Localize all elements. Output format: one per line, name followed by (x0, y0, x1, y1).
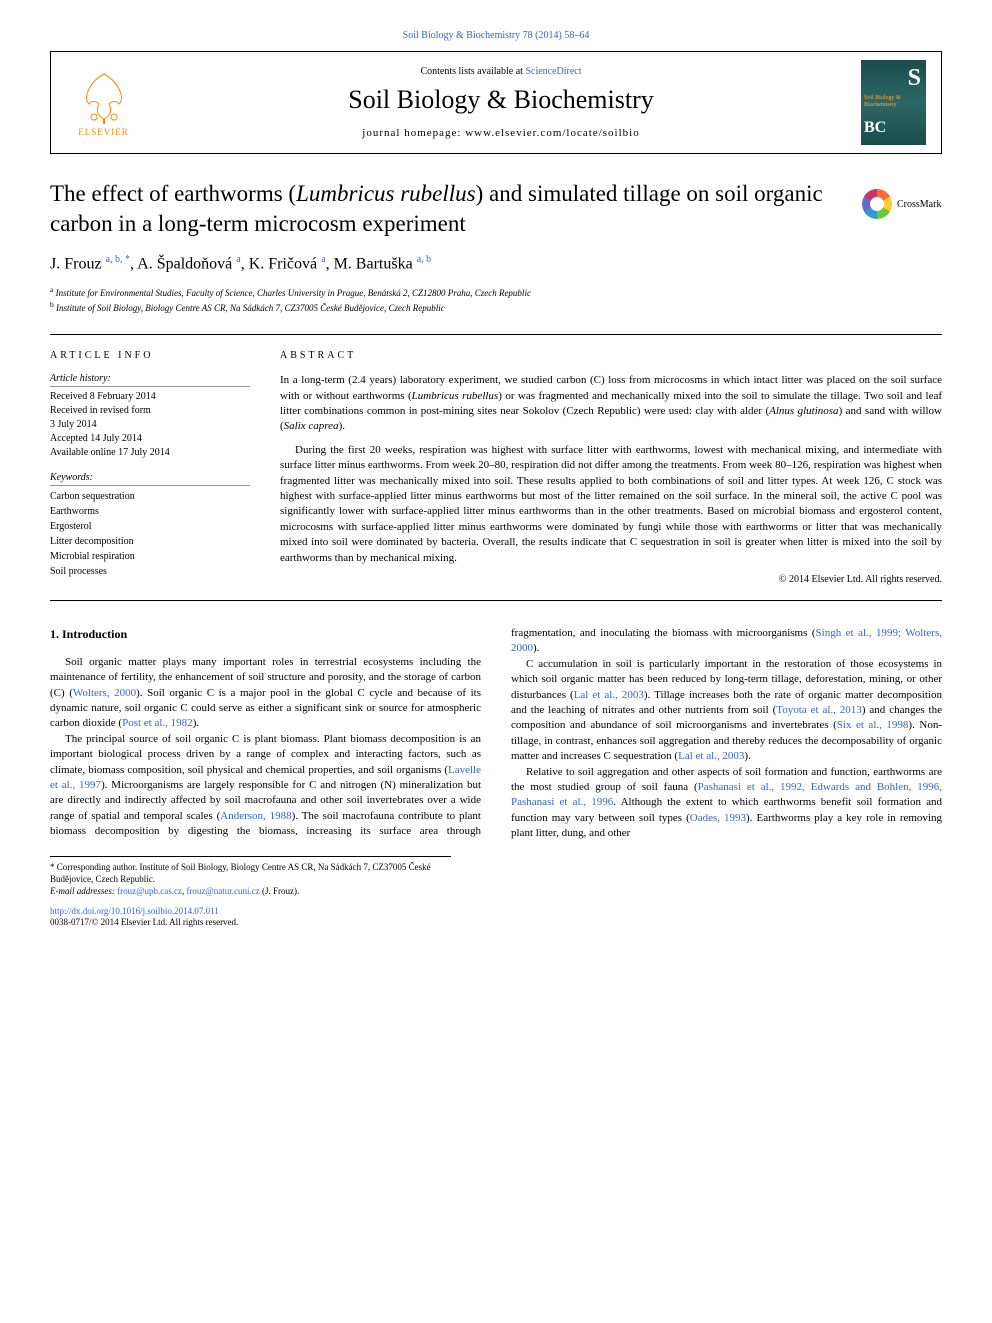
ref-wolters[interactable]: Wolters, 2000 (73, 687, 136, 699)
affiliation-a: Institute for Environmental Studies, Fac… (53, 288, 531, 298)
copyright: © 2014 Elsevier Ltd. All rights reserved… (280, 574, 942, 585)
affiliation-b: Institute of Soil Biology, Biology Centr… (54, 303, 445, 313)
email-label: E-mail addresses: (50, 886, 117, 896)
keywords-label: Keywords: (50, 472, 250, 486)
elsevier-tree-icon (74, 69, 134, 124)
author-2: , A. Špaldoňová (130, 255, 236, 272)
journal-header: ELSEVIER Contents lists available at Sci… (50, 51, 942, 154)
ref-oades[interactable]: Oades, 1993 (690, 812, 746, 824)
divider (50, 334, 942, 335)
history-label: Article history: (50, 373, 250, 387)
title-part1: The effect of earthworms ( (50, 181, 296, 206)
title-species: Lumbricus rubellus (296, 181, 476, 206)
author-4: , M. Bartuška (326, 255, 417, 272)
affiliations: a Institute for Environmental Studies, F… (50, 285, 942, 314)
email-1[interactable]: frouz@upb.cas.cz (117, 886, 182, 896)
crossmark-label: CrossMark (897, 199, 941, 210)
article-info-heading: article info (50, 350, 250, 361)
abstract-p2: During the first 20 weeks, respiration w… (280, 443, 942, 566)
email-2[interactable]: frouz@natur.cuni.cz (186, 886, 259, 896)
abs-p1-d: ). (339, 420, 345, 432)
keywords-list: Carbon sequestration Earthworms Ergoster… (50, 489, 250, 579)
p2-a: The principal source of soil organic C i… (50, 733, 481, 776)
author-3: , K. Fričová (241, 255, 321, 272)
homepage-label: journal homepage: (362, 127, 465, 139)
intro-p4: Relative to soil aggregation and other a… (511, 765, 942, 842)
article-info-sidebar: article info Article history: Received 8… (50, 350, 250, 585)
author-1-sup[interactable]: a, b, * (106, 254, 130, 265)
journal-cover-thumbnail[interactable]: S Soil Biology &Biochemistry BC (861, 60, 926, 145)
history-text: Received 8 February 2014 Received in rev… (50, 390, 250, 460)
author-4-sup[interactable]: a, b (417, 254, 431, 265)
abs-p1-i1: Lumbricus rubellus (412, 390, 499, 402)
issn-text: 0038-0717/© 2014 Elsevier Ltd. All right… (50, 917, 238, 927)
crossmark-icon (862, 189, 892, 219)
corr-label: * Corresponding author. Institute of Soi… (50, 862, 451, 885)
ref-toyota[interactable]: Toyota et al., 2013 (776, 704, 862, 716)
doi-link[interactable]: http://dx.doi.org/10.1016/j.soilbio.2014… (50, 906, 219, 916)
p3-e: ). (744, 750, 750, 762)
corresponding-author-footnote: * Corresponding author. Institute of Soi… (50, 856, 451, 897)
cover-bc-icon: BC (864, 119, 886, 137)
cover-title: Soil Biology &Biochemistry (864, 95, 901, 108)
footer-info: http://dx.doi.org/10.1016/j.soilbio.2014… (50, 906, 942, 929)
cover-s-icon: S (908, 65, 921, 92)
article-title: The effect of earthworms (Lumbricus rube… (50, 179, 942, 239)
abstract-p1: In a long-term (2.4 years) laboratory ex… (280, 373, 942, 435)
sciencedirect-link[interactable]: ScienceDirect (525, 66, 581, 77)
ref-lal1[interactable]: Lal et al., 2003 (574, 689, 644, 701)
top-citation[interactable]: Soil Biology & Biochemistry 78 (2014) 58… (50, 30, 942, 41)
divider (50, 600, 942, 601)
p1-c: ). (193, 717, 199, 729)
intro-p1: Soil organic matter plays many important… (50, 655, 481, 732)
elsevier-label: ELSEVIER (78, 127, 129, 137)
elsevier-logo[interactable]: ELSEVIER (66, 60, 141, 145)
intro-heading: 1. Introduction (50, 626, 481, 643)
ref-lal2[interactable]: Lal et al., 2003 (678, 750, 744, 762)
contents-line: Contents lists available at ScienceDirec… (141, 66, 861, 77)
body-columns: 1. Introduction Soil organic matter play… (50, 626, 942, 841)
ref-six[interactable]: Six et al., 1998 (837, 719, 909, 731)
ref-post[interactable]: Post et al., 1982 (122, 717, 193, 729)
email-name: (J. Frouz). (260, 886, 300, 896)
ref-anderson[interactable]: Anderson, 1988 (220, 810, 291, 822)
homepage-url[interactable]: www.elsevier.com/locate/soilbio (465, 127, 639, 139)
abstract-heading: abstract (280, 350, 942, 361)
abs-p1-i3: Salix caprea (284, 420, 339, 432)
crossmark-badge[interactable]: CrossMark (862, 179, 942, 229)
author-1: J. Frouz (50, 255, 106, 272)
abstract-section: abstract In a long-term (2.4 years) labo… (280, 350, 942, 585)
p2-d: ). (533, 642, 539, 654)
journal-homepage: journal homepage: www.elsevier.com/locat… (141, 127, 861, 139)
contents-text: Contents lists available at (420, 66, 525, 77)
intro-p3: C accumulation in soil is particularly i… (511, 657, 942, 765)
authors-line: J. Frouz a, b, *, A. Špaldoňová a, K. Fr… (50, 254, 942, 273)
abs-p1-i2: Alnus glutinosa (769, 405, 838, 417)
journal-name: Soil Biology & Biochemistry (141, 85, 861, 115)
